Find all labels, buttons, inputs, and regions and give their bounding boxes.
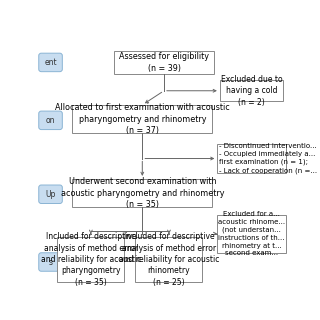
Text: Included for descriptive
analysis of method error
and reliability for acoustic
p: Included for descriptive analysis of met…: [41, 232, 141, 287]
Text: Assessed for eligibility
(n = 39): Assessed for eligibility (n = 39): [119, 52, 209, 73]
Text: - Discontinued interventio...
- Occupied immediately a...
first examination (n =: - Discontinued interventio... - Occupied…: [219, 143, 317, 174]
Text: Excluded for a...
acoustic rhinome...
(not understan...
instructions of th...
rh: Excluded for a... acoustic rhinome... (n…: [218, 211, 285, 256]
FancyBboxPatch shape: [217, 215, 285, 253]
Text: s: s: [49, 258, 52, 267]
FancyBboxPatch shape: [217, 144, 285, 173]
FancyBboxPatch shape: [39, 185, 62, 204]
FancyBboxPatch shape: [115, 51, 214, 74]
FancyBboxPatch shape: [39, 253, 62, 271]
FancyBboxPatch shape: [72, 105, 212, 133]
FancyBboxPatch shape: [57, 237, 124, 282]
Text: Up: Up: [45, 190, 56, 199]
Text: Included for descriptive
analysis of method error
and reliability for acoustic
r: Included for descriptive analysis of met…: [119, 232, 219, 287]
Text: ent: ent: [44, 58, 57, 67]
Text: Allocated to first examination with acoustic
pharyngometry and rhinometry
(n = 3: Allocated to first examination with acou…: [55, 103, 230, 135]
FancyBboxPatch shape: [220, 80, 283, 101]
Text: on: on: [46, 116, 55, 125]
FancyBboxPatch shape: [135, 237, 203, 282]
FancyBboxPatch shape: [72, 179, 212, 207]
Text: Excluded due to
having a cold
(n = 2): Excluded due to having a cold (n = 2): [220, 75, 282, 107]
FancyBboxPatch shape: [39, 111, 62, 130]
Text: Underwent second examination with
acoustic pharyngometry and rhinometry
(n = 35): Underwent second examination with acoust…: [60, 177, 224, 209]
FancyBboxPatch shape: [39, 53, 62, 72]
